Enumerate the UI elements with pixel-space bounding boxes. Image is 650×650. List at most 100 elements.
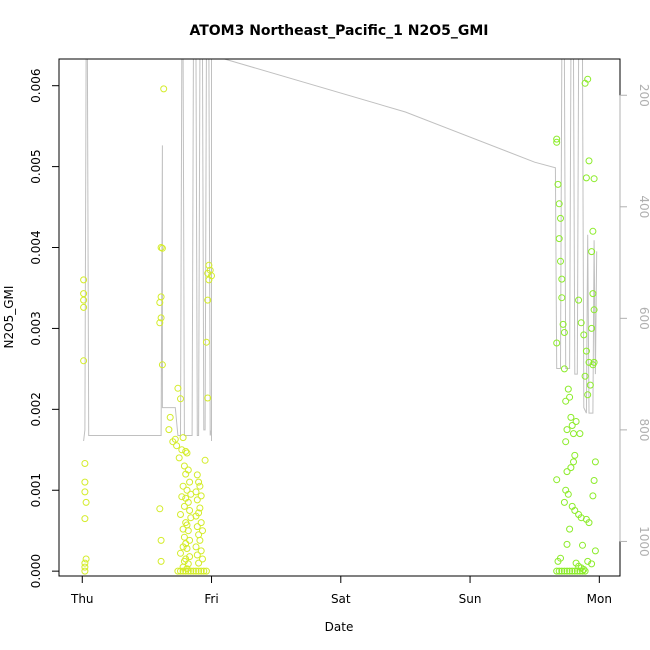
- data-point: [178, 493, 186, 501]
- data-point: [585, 157, 593, 165]
- data-point: [193, 523, 201, 531]
- data-point: [204, 269, 212, 277]
- data-point: [591, 547, 599, 555]
- data-point: [586, 381, 594, 389]
- data-point: [177, 567, 184, 575]
- data-point: [175, 454, 183, 462]
- data-point: [177, 395, 184, 403]
- data-point: [192, 488, 200, 496]
- data-point: [182, 567, 190, 575]
- data-point: [82, 555, 90, 563]
- data-point: [579, 541, 586, 549]
- data-point: [80, 296, 88, 304]
- data-point: [81, 563, 89, 571]
- data-point: [554, 180, 562, 188]
- y-tick-label: 0.004: [29, 230, 43, 264]
- data-point: [573, 567, 581, 575]
- data-point: [183, 545, 191, 552]
- data-point: [199, 527, 206, 535]
- scatter-points-layer: [80, 75, 599, 575]
- data-point: [193, 496, 201, 504]
- data-point: [571, 567, 579, 575]
- data-point: [555, 567, 563, 575]
- y-axis-right: 200 400 600 800 1000: [619, 84, 650, 557]
- data-point: [192, 543, 200, 551]
- data-point: [567, 413, 575, 421]
- data-point: [562, 438, 570, 446]
- data-point: [571, 507, 579, 514]
- data-point: [174, 567, 182, 575]
- data-point: [81, 478, 89, 486]
- data-point: [177, 511, 184, 518]
- y-tick-label: 0.002: [29, 392, 43, 426]
- y2-tick-label: 600: [637, 307, 650, 330]
- data-point: [189, 567, 197, 575]
- data-point: [196, 504, 204, 512]
- x-tick-label: Fri: [204, 592, 218, 606]
- data-point: [195, 478, 203, 486]
- data-point: [195, 559, 203, 567]
- y-tick-label: 0.006: [29, 69, 43, 103]
- data-point: [192, 512, 200, 520]
- data-point: [553, 138, 561, 146]
- y-tick-label: 0.005: [29, 149, 43, 183]
- data-point: [193, 471, 201, 479]
- data-point: [80, 357, 88, 365]
- data-point: [199, 555, 206, 563]
- y-axis-left: 0.000 0.001 0.002 0.003 0.004 0.005 0.006: [29, 69, 60, 588]
- data-point: [157, 536, 165, 544]
- data-point: [187, 567, 195, 575]
- data-point: [165, 426, 173, 434]
- data-point: [205, 276, 213, 284]
- x-tick-label: Sun: [459, 592, 482, 606]
- data-point: [183, 449, 191, 457]
- y2-tick-label: 1000: [637, 526, 650, 557]
- data-point: [555, 200, 563, 208]
- data-point: [186, 478, 194, 486]
- data-point: [186, 507, 194, 514]
- y-tick-label: 0.000: [29, 554, 43, 588]
- data-point: [576, 567, 584, 575]
- data-point: [582, 347, 590, 355]
- data-point: [169, 438, 177, 446]
- data-point: [179, 482, 187, 490]
- data-point: [182, 470, 190, 478]
- data-point: [562, 397, 570, 405]
- data-point: [554, 557, 562, 565]
- data-point: [80, 303, 88, 311]
- data-point: [576, 430, 584, 438]
- data-point: [582, 174, 590, 182]
- data-point: [557, 214, 564, 222]
- data-point: [204, 296, 212, 304]
- x-tick-label: Thu: [70, 592, 94, 606]
- data-point: [158, 244, 166, 252]
- y2-tick-label: 200: [637, 84, 650, 107]
- data-point: [570, 458, 577, 466]
- data-point: [558, 567, 566, 575]
- data-point: [174, 384, 182, 392]
- data-point: [588, 248, 596, 256]
- data-point: [563, 567, 571, 575]
- data-point: [160, 85, 168, 93]
- data-point: [580, 566, 588, 573]
- data-point: [571, 451, 579, 459]
- data-point: [568, 422, 576, 429]
- data-point: [553, 476, 561, 484]
- data-point: [204, 394, 212, 402]
- data-point: [563, 468, 571, 476]
- data-point: [179, 567, 187, 575]
- data-point: [558, 294, 566, 302]
- y2-tick-label: 800: [637, 418, 650, 441]
- data-point: [196, 536, 204, 544]
- data-point: [560, 329, 568, 336]
- data-point: [81, 559, 89, 567]
- data-point: [157, 244, 165, 251]
- data-point: [588, 324, 596, 332]
- data-point: [180, 533, 188, 541]
- data-point: [182, 447, 190, 455]
- data-point: [564, 385, 572, 393]
- data-point: [179, 434, 187, 442]
- data-point: [196, 482, 204, 490]
- data-point: [205, 261, 213, 269]
- data-point: [81, 488, 89, 496]
